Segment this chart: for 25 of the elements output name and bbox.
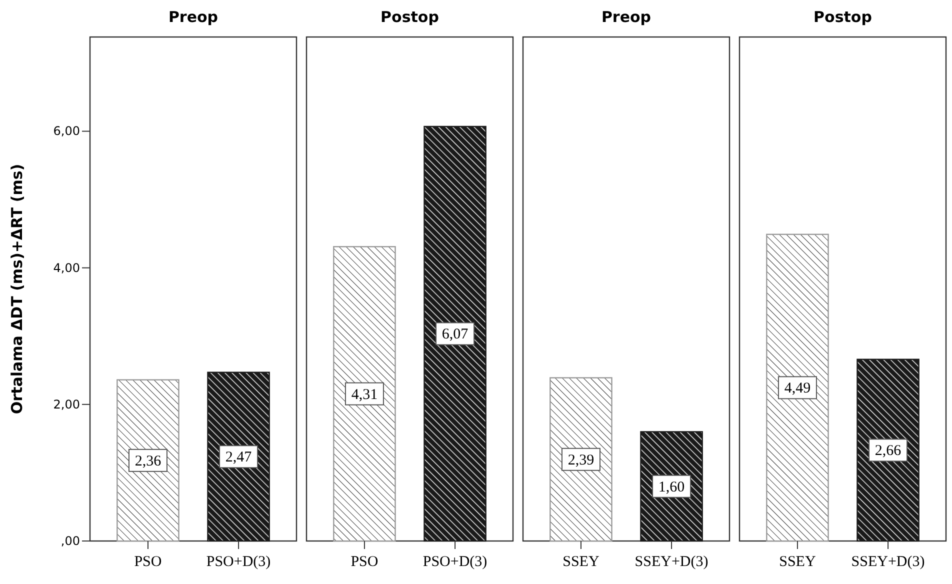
chart-title: Preop xyxy=(601,8,652,26)
y-tick-label: 4,00 xyxy=(53,260,80,275)
data-label: 4,31 xyxy=(351,386,378,403)
y-axis-title: Ortalama ΔDT (ms)+ΔRT (ms) xyxy=(8,164,26,414)
data-label: 2,66 xyxy=(874,443,902,460)
x-tick-label: PSO+D(3) xyxy=(206,554,271,570)
x-tick-label: SSEY xyxy=(779,554,816,570)
data-label: 2,47 xyxy=(225,450,252,466)
y-tick-label: 2,00 xyxy=(53,397,80,412)
data-label: 2,36 xyxy=(134,453,162,470)
x-tick-label: SSEY xyxy=(562,554,600,570)
x-tick-label: SSEY+D(3) xyxy=(634,554,708,570)
y-tick-label: 6,00 xyxy=(53,124,80,138)
x-tick-label: PSO xyxy=(350,554,378,570)
chart-title: Postop xyxy=(380,8,440,26)
x-tick-label: SSEY+D(3) xyxy=(851,554,925,570)
x-tick-label: PSO+D(3) xyxy=(422,554,488,570)
data-label: 2,39 xyxy=(568,452,594,468)
data-label: 6,07 xyxy=(442,326,469,343)
y-tick-label: ,00 xyxy=(60,534,80,548)
data-label: 4,49 xyxy=(784,380,811,397)
chart-title: Preop xyxy=(168,8,218,26)
x-tick-label: PSO xyxy=(134,554,162,570)
chart-title: Postop xyxy=(814,8,872,26)
data-label: 1,60 xyxy=(658,479,685,496)
